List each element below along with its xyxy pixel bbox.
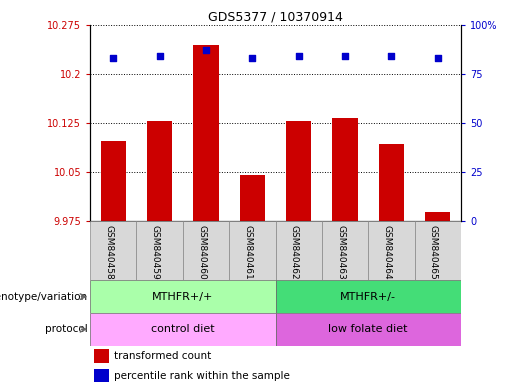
Text: GSM840464: GSM840464 xyxy=(383,225,391,280)
Text: GSM840461: GSM840461 xyxy=(244,225,252,280)
Text: MTHFR+/+: MTHFR+/+ xyxy=(152,291,214,302)
Bar xyxy=(100,141,126,221)
Point xyxy=(434,55,442,61)
Bar xyxy=(94,349,109,363)
Text: low folate diet: low folate diet xyxy=(329,324,408,334)
Text: transformed count: transformed count xyxy=(114,351,212,361)
Text: GSM840463: GSM840463 xyxy=(336,225,345,280)
Bar xyxy=(425,212,451,221)
Bar xyxy=(183,221,229,280)
Text: MTHFR+/-: MTHFR+/- xyxy=(340,291,396,302)
Text: GSM840462: GSM840462 xyxy=(290,225,299,280)
Point xyxy=(202,47,210,53)
Point xyxy=(109,55,117,61)
Bar xyxy=(94,369,109,382)
Bar xyxy=(90,280,276,313)
Bar xyxy=(276,280,461,313)
Point xyxy=(156,53,164,60)
Text: control diet: control diet xyxy=(151,324,215,334)
Text: protocol: protocol xyxy=(45,324,88,334)
Bar xyxy=(368,221,415,280)
Text: GSM840458: GSM840458 xyxy=(105,225,113,280)
Point xyxy=(341,53,349,60)
Point xyxy=(387,53,396,60)
Bar xyxy=(147,121,173,221)
Bar xyxy=(90,221,136,280)
Text: genotype/variation: genotype/variation xyxy=(0,291,88,302)
Bar xyxy=(276,313,461,346)
Bar xyxy=(276,221,322,280)
Bar xyxy=(90,313,276,346)
Text: GSM840465: GSM840465 xyxy=(429,225,438,280)
Bar xyxy=(193,45,219,221)
Point xyxy=(248,55,256,61)
Bar xyxy=(379,144,404,221)
Bar xyxy=(322,221,368,280)
Text: percentile rank within the sample: percentile rank within the sample xyxy=(114,371,290,381)
Text: GSM840460: GSM840460 xyxy=(197,225,206,280)
Bar xyxy=(415,221,461,280)
Bar xyxy=(136,221,183,280)
Bar xyxy=(332,118,358,221)
Bar xyxy=(229,221,276,280)
Text: GSM840459: GSM840459 xyxy=(151,225,160,280)
Title: GDS5377 / 10370914: GDS5377 / 10370914 xyxy=(208,11,343,24)
Point xyxy=(295,53,303,60)
Bar xyxy=(239,175,265,221)
Bar xyxy=(286,121,312,221)
